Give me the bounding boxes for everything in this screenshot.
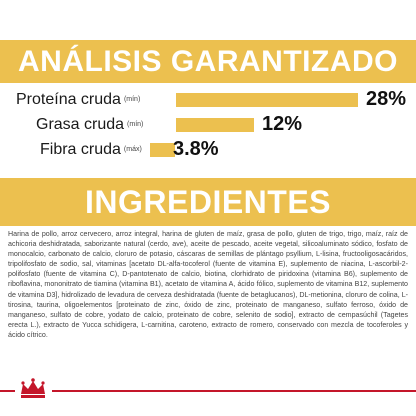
analysis-value-fiber: 3.8%: [173, 138, 219, 160]
analysis-label-fat: Grasa cruda (mín): [36, 116, 144, 134]
analysis-bar-protein: [176, 93, 358, 107]
analysis-label-fiber: Fibra cruda (máx): [40, 141, 142, 159]
analysis-value-fat: 12%: [262, 113, 303, 135]
ingredients-text: Harina de pollo, arroz cervecero, arroz …: [8, 230, 408, 339]
analysis-qualifier: (mín): [127, 121, 144, 128]
ingredients-title: INGREDIENTES: [84, 184, 332, 220]
analysis-qualifier: (máx): [123, 146, 142, 153]
analysis-bar-fiber: [150, 143, 175, 157]
brand-divider: [0, 390, 416, 392]
analysis-qualifier: (mín): [123, 96, 141, 103]
analysis-banner: ANÁLISIS GARANTIZADO: [0, 40, 416, 83]
ingredients-banner: INGREDIENTES: [0, 178, 416, 226]
analysis-label-protein: Proteína cruda (mín): [16, 91, 141, 109]
analysis-bar-fat: [176, 118, 254, 132]
analysis-value-protein: 28%: [366, 88, 407, 110]
analysis-title: ANÁLISIS GARANTIZADO: [18, 45, 398, 78]
royal-canin-crown-icon: [21, 378, 45, 398]
